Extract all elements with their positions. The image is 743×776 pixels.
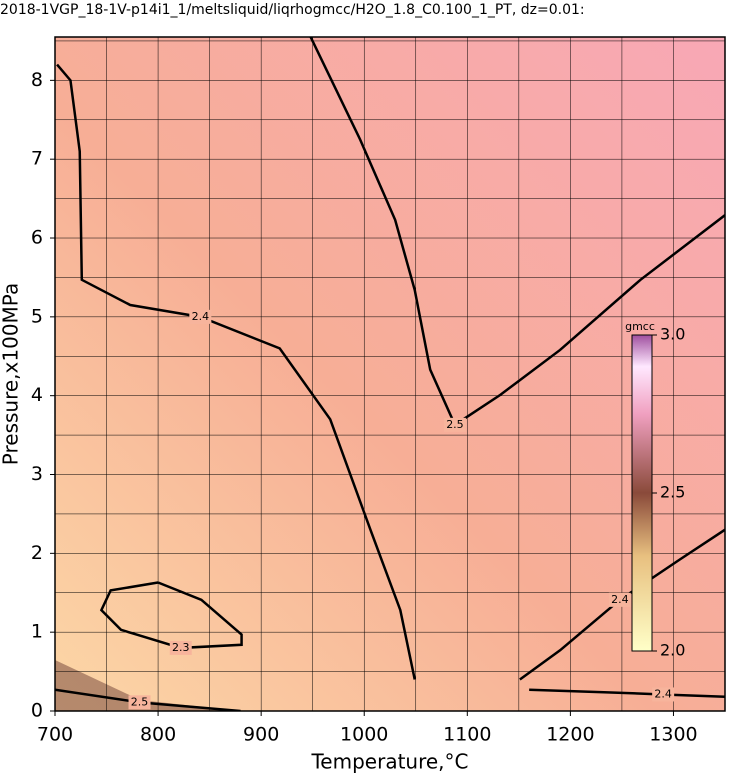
colorbar-tick-label: 2.0 (660, 641, 685, 660)
contour-label-bg (443, 417, 466, 432)
contour-line (309, 37, 725, 427)
colorbar (631, 334, 653, 652)
x-tick-label: 800 (140, 724, 176, 746)
y-tick-label: 5 (31, 305, 43, 327)
contour-label: 2.4 (654, 687, 672, 700)
dense-region (55, 660, 240, 711)
contour-label: 2.4 (611, 593, 629, 606)
colorbar-tick-label: 2.5 (660, 483, 685, 502)
x-tick-label: 1300 (649, 724, 697, 746)
x-tick-label: 1100 (443, 724, 491, 746)
contour-label: 2.4 (192, 310, 210, 323)
x-tick-label: 700 (37, 724, 73, 746)
y-tick-label: 8 (31, 69, 43, 91)
y-axis-label: Pressure,x100MPa (0, 283, 23, 465)
contour-label: 2.3 (172, 641, 190, 654)
x-tick-label: 1000 (340, 724, 388, 746)
plot-frame (54, 36, 726, 712)
y-tick-label: 1 (31, 621, 43, 643)
y-tick-label: 3 (31, 463, 43, 485)
y-tick-label: 4 (31, 384, 43, 406)
x-axis-label: Temperature,°C (310, 750, 468, 774)
y-tick-label: 7 (31, 148, 43, 170)
contour-label-bg (652, 687, 675, 702)
chart-title: 2018-1VGP_18-1V-p14i1_1/meltsliquid/liqr… (0, 2, 585, 18)
contour-line (529, 688, 725, 699)
plot-background (55, 37, 725, 711)
contour-label-bg (169, 640, 192, 655)
contour-label-bg (189, 309, 212, 324)
colorbar-tick-label: 3.0 (660, 325, 685, 344)
y-tick-label: 6 (31, 227, 43, 249)
contour-label-bg (128, 695, 151, 710)
y-tick-label: 2 (31, 542, 43, 564)
contour-label: 2.5 (446, 418, 464, 431)
x-tick-label: 900 (243, 724, 279, 746)
y-tick-label: 0 (31, 700, 43, 722)
x-tick-label: 1200 (546, 724, 594, 746)
colorbar-label: gmcc (625, 320, 655, 333)
contour-label: 2.5 (131, 695, 149, 708)
contour-label-bg (608, 592, 631, 607)
